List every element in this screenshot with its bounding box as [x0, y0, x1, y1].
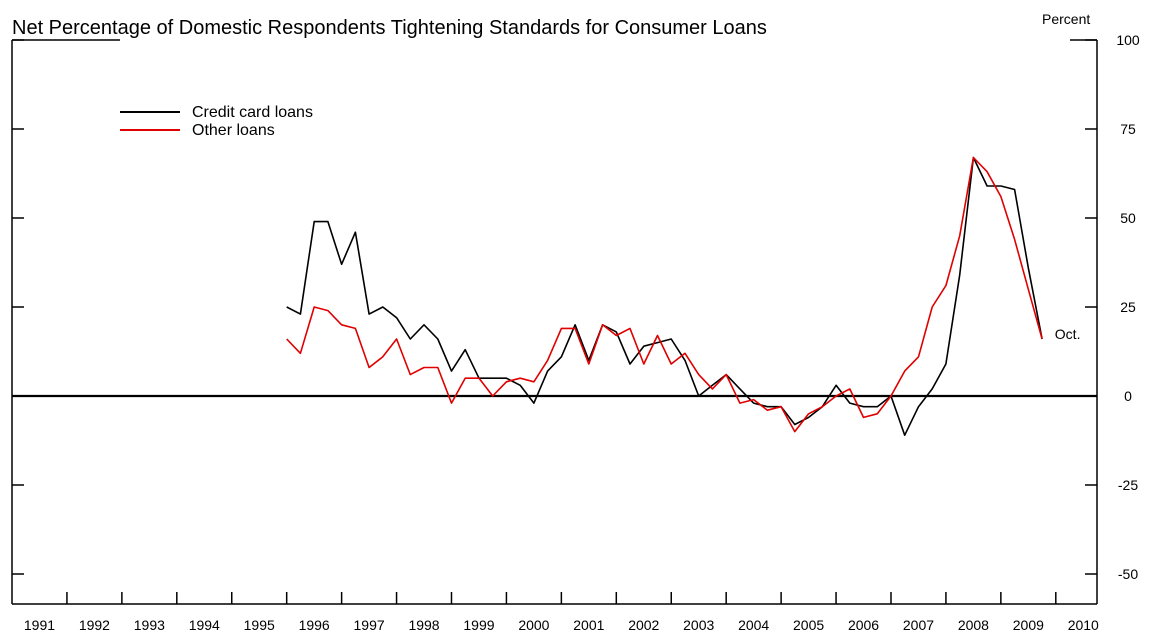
y-tick-label: -50 — [1118, 566, 1138, 582]
chart-title: Net Percentage of Domestic Respondents T… — [12, 17, 767, 39]
annotation-oct: Oct. — [1055, 326, 1081, 342]
x-tick-label: 1999 — [463, 617, 494, 633]
x-tick-label: 2009 — [1013, 617, 1044, 633]
x-tick-label: 2001 — [573, 617, 604, 633]
y-tick-label: 100 — [1116, 32, 1140, 48]
x-tick-label: 1991 — [24, 617, 55, 633]
y-tick-labels: 100 75 50 25 0 -25 -50 — [1116, 32, 1140, 582]
y-tick-label: -25 — [1118, 477, 1138, 493]
series-layer — [286, 156, 1043, 437]
x-tick-label: 2004 — [738, 617, 769, 633]
x-tick-label: 1995 — [244, 617, 275, 633]
series-line-credit-card — [286, 156, 1043, 437]
x-tick-label: 2006 — [848, 617, 879, 633]
x-tick-label: 1993 — [134, 617, 165, 633]
x-tick-label: 1992 — [79, 617, 110, 633]
legend-label-credit-card: Credit card loans — [192, 104, 313, 121]
x-tick-label: 2000 — [518, 617, 549, 633]
x-tick-label: 1996 — [299, 617, 330, 633]
x-tick-label: 2008 — [958, 617, 989, 633]
y-tick-label: 75 — [1120, 121, 1136, 137]
x-tick-label: 2005 — [793, 617, 824, 633]
x-tick-label: 1994 — [189, 617, 220, 633]
x-tick-labels: 1991 1992 1993 1994 1995 1996 1997 1998 1999 2000… — [24, 617, 1099, 633]
y-tick-label: 25 — [1120, 299, 1136, 315]
x-tick-label: 1998 — [408, 617, 439, 633]
legend-label-other-loans: Other loans — [192, 122, 275, 139]
y-tick-label: 50 — [1120, 210, 1136, 226]
y-tick-label: 0 — [1124, 388, 1132, 404]
y-axis-label: Percent — [1042, 11, 1090, 27]
x-tick-label: 1997 — [354, 617, 385, 633]
x-tick-label: 2007 — [903, 617, 934, 633]
legend: Credit card loans Other loans — [120, 104, 313, 139]
x-tick-label: 2010 — [1068, 617, 1099, 633]
series-line-other-loans — [286, 156, 1043, 433]
x-tick-label: 2003 — [683, 617, 714, 633]
x-tick-label: 2002 — [628, 617, 659, 633]
axes — [11, 39, 1098, 605]
